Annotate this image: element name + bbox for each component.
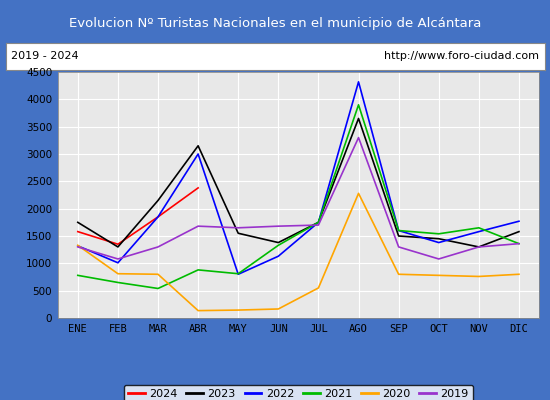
Text: Evolucion Nº Turistas Nacionales en el municipio de Alcántara: Evolucion Nº Turistas Nacionales en el m… [69, 18, 481, 30]
Text: http://www.foro-ciudad.com: http://www.foro-ciudad.com [384, 51, 539, 61]
Text: 2019 - 2024: 2019 - 2024 [11, 51, 79, 61]
Legend: 2024, 2023, 2022, 2021, 2020, 2019: 2024, 2023, 2022, 2021, 2020, 2019 [124, 384, 473, 400]
